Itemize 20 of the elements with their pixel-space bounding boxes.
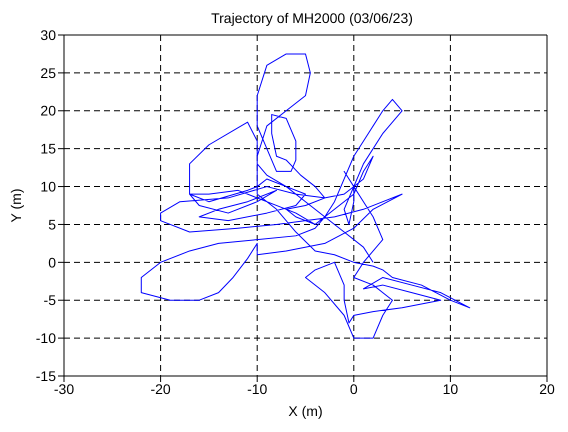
y-tick-label: 10 (40, 178, 56, 195)
x-tick-label: 20 (539, 380, 555, 397)
y-tick-label: 30 (40, 26, 56, 43)
x-tick-label: -20 (150, 380, 171, 397)
y-tick-label: 15 (40, 140, 56, 157)
x-tick-label: -30 (54, 380, 74, 397)
y-tick-label: -15 (36, 368, 56, 384)
y-tick-label: 25 (40, 64, 56, 81)
y-tick-label: 20 (40, 102, 56, 119)
x-axis-title: X (m) (288, 403, 323, 419)
y-tick-label: -10 (36, 330, 56, 346)
y-tick-label: 0 (48, 254, 56, 270)
line-series (140, 53, 470, 339)
y-axis-title: Y (m) (8, 188, 24, 222)
x-tick-label: 0 (350, 380, 358, 397)
chart-title: Trajectory of MH2000 (03/06/23) (210, 9, 414, 28)
y-tick-label: -5 (44, 292, 56, 308)
x-tick-label: -10 (247, 380, 268, 397)
x-tick-label: 10 (442, 380, 458, 397)
y-tick-label: 5 (48, 216, 56, 232)
